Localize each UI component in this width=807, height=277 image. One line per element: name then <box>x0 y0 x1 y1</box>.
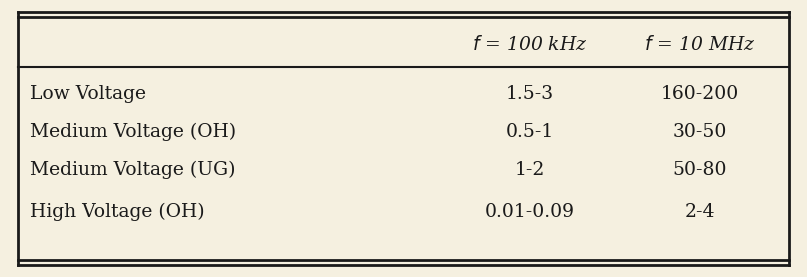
Text: 1-2: 1-2 <box>515 161 546 179</box>
Text: Low Voltage: Low Voltage <box>30 85 146 103</box>
Text: 0.01-0.09: 0.01-0.09 <box>485 203 575 221</box>
Text: High Voltage (OH): High Voltage (OH) <box>30 203 205 221</box>
Text: 30-50: 30-50 <box>673 123 727 141</box>
Text: $f$ = 10 MHz: $f$ = 10 MHz <box>644 35 756 55</box>
Text: 160-200: 160-200 <box>661 85 739 103</box>
Text: Medium Voltage (OH): Medium Voltage (OH) <box>30 123 236 141</box>
Text: 50-80: 50-80 <box>673 161 727 179</box>
Text: 1.5-3: 1.5-3 <box>506 85 554 103</box>
Text: 2-4: 2-4 <box>685 203 715 221</box>
Text: 0.5-1: 0.5-1 <box>506 123 554 141</box>
Text: Medium Voltage (UG): Medium Voltage (UG) <box>30 161 236 179</box>
Text: $f$ = 100 kHz: $f$ = 100 kHz <box>472 35 587 55</box>
